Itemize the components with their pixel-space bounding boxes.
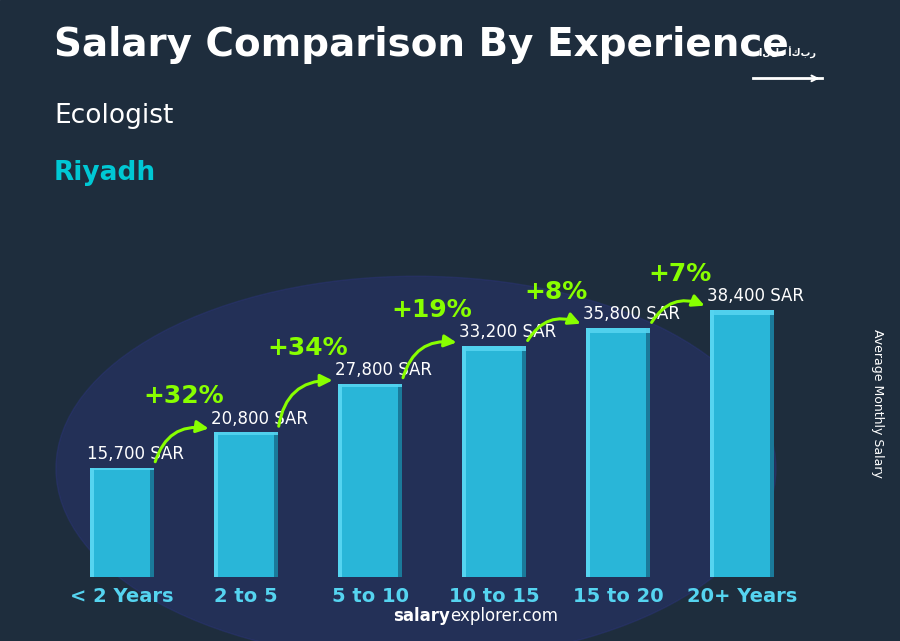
Bar	[709, 310, 714, 577]
Bar	[770, 310, 774, 577]
Bar	[90, 468, 94, 577]
Text: 27,800 SAR: 27,800 SAR	[336, 361, 432, 379]
Bar	[214, 433, 219, 577]
Text: Ecologist: Ecologist	[54, 103, 174, 129]
Ellipse shape	[56, 276, 776, 641]
Text: 35,800 SAR: 35,800 SAR	[583, 306, 680, 324]
Text: Salary Comparison By Experience: Salary Comparison By Experience	[54, 26, 788, 63]
Bar	[462, 346, 466, 577]
Bar	[338, 384, 402, 577]
Bar	[586, 328, 590, 577]
Bar	[586, 328, 650, 333]
Text: +7%: +7%	[648, 262, 712, 286]
Text: +34%: +34%	[268, 335, 348, 360]
Bar	[338, 384, 342, 577]
Bar	[709, 310, 774, 315]
Bar	[338, 384, 402, 387]
Text: Riyadh: Riyadh	[54, 160, 156, 187]
Text: +32%: +32%	[144, 384, 224, 408]
Ellipse shape	[56, 276, 776, 641]
Ellipse shape	[56, 276, 776, 641]
Text: +19%: +19%	[392, 298, 472, 322]
Bar	[586, 328, 650, 577]
Text: salary: salary	[393, 607, 450, 625]
Bar	[214, 433, 278, 435]
Text: Average Monthly Salary: Average Monthly Salary	[871, 329, 884, 478]
Bar	[462, 346, 526, 351]
Bar	[90, 468, 155, 577]
Bar	[214, 433, 278, 577]
Text: الله أكبر: الله أكبر	[759, 47, 816, 59]
Text: explorer.com: explorer.com	[450, 607, 558, 625]
Bar	[462, 346, 526, 577]
Text: +8%: +8%	[525, 280, 588, 304]
Bar	[645, 328, 650, 577]
Bar	[150, 468, 155, 577]
Text: 38,400 SAR: 38,400 SAR	[707, 287, 804, 305]
Bar	[522, 346, 526, 577]
Bar	[90, 468, 155, 470]
Text: 15,700 SAR: 15,700 SAR	[87, 445, 184, 463]
Text: 33,200 SAR: 33,200 SAR	[459, 324, 556, 342]
Text: 20,800 SAR: 20,800 SAR	[212, 410, 309, 428]
Bar	[398, 384, 402, 577]
Bar	[709, 310, 774, 577]
Bar	[274, 433, 278, 577]
